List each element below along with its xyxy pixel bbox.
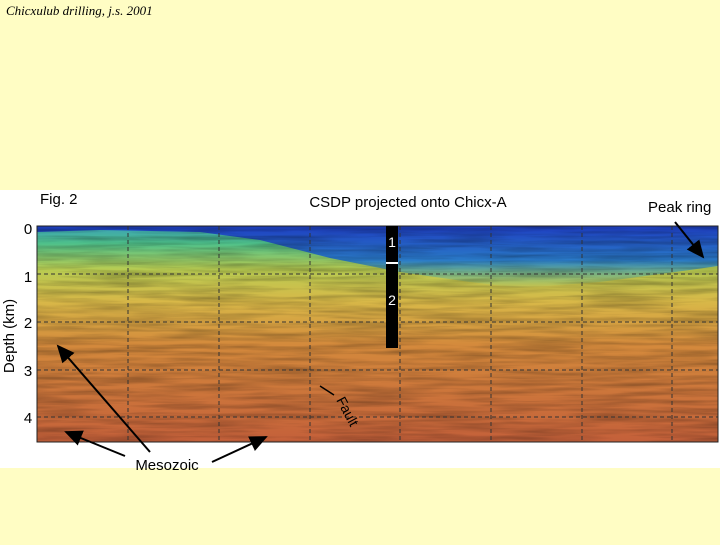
- arrows: [56, 344, 268, 463]
- borehole-unit: 1: [388, 234, 396, 250]
- seismic-section: [37, 226, 718, 442]
- arrow: [674, 221, 705, 259]
- grid: [37, 226, 718, 442]
- slide-title: Chicxulub drilling, j.s. 2001: [6, 3, 153, 18]
- fault-line: [319, 385, 335, 396]
- y-tick-label: 3: [24, 363, 32, 380]
- section-frame: [36, 225, 719, 443]
- figure-title: CSDP projected onto Chicx-A: [309, 194, 506, 211]
- figure-label: Fig. 2: [40, 191, 78, 208]
- y-tick-label: 1: [24, 269, 32, 286]
- annotation: Mesozoic: [135, 457, 199, 474]
- y-tick-label: 4: [24, 410, 32, 427]
- annotation: Peak ring: [648, 199, 711, 216]
- y-tick-label: 0: [24, 221, 32, 238]
- borehole: 1 2: [386, 226, 398, 348]
- y-axis: 0 1 2 3 4 Depth (km): [1, 221, 32, 427]
- y-tick-label: 2: [24, 315, 32, 332]
- y-axis-label: Depth (km): [1, 299, 18, 373]
- borehole-unit: 2: [388, 292, 396, 308]
